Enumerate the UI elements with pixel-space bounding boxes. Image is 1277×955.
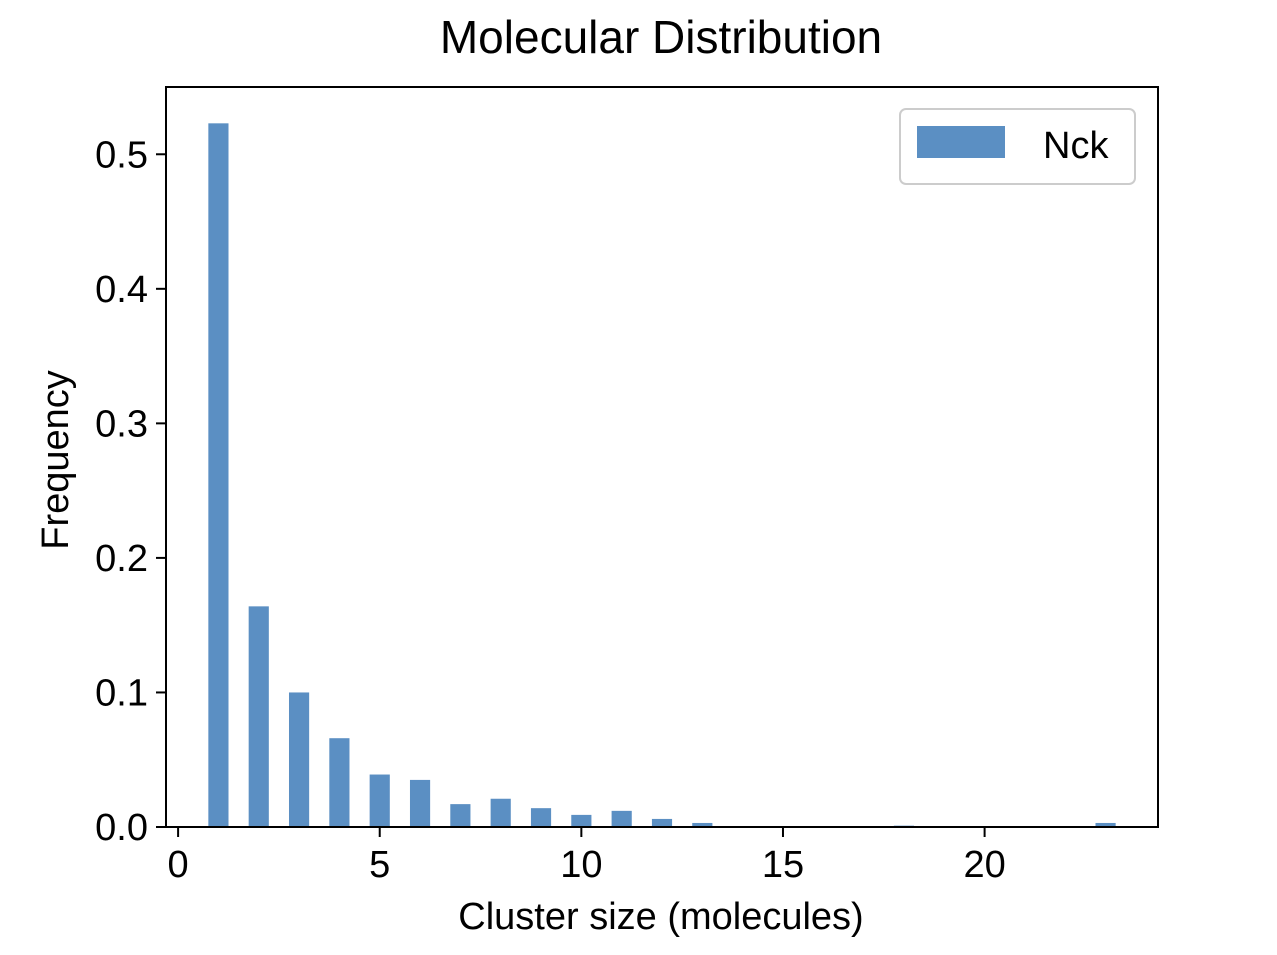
- bar-9: [530, 808, 552, 827]
- bar-11: [611, 810, 632, 827]
- bar-5: [369, 774, 390, 827]
- y-tick-label: 0.2: [95, 538, 148, 580]
- x-axis-ticks: 0 5 10 15 20: [168, 827, 1006, 886]
- x-tick-label: 5: [369, 844, 390, 886]
- legend-label-nck: Nck: [1043, 125, 1109, 167]
- bar-12: [651, 818, 673, 827]
- plot-frame: [165, 86, 1159, 828]
- bar-2: [248, 606, 269, 827]
- bar-10: [571, 814, 592, 827]
- chart-title: Molecular Distribution: [440, 11, 882, 63]
- bar-4: [329, 738, 350, 827]
- legend-swatch-nck: [917, 126, 1005, 158]
- y-tick-label: 0.4: [95, 269, 148, 311]
- x-tick-label: 10: [560, 844, 602, 886]
- y-axis-ticks: 0.0 0.1 0.2 0.3 0.4 0.5: [95, 134, 166, 849]
- bar-1: [208, 123, 229, 827]
- y-tick-label: 0.3: [95, 403, 148, 445]
- bar-23: [1095, 822, 1116, 827]
- legend: Nck: [899, 108, 1136, 185]
- y-tick-label: 0.0: [95, 807, 148, 849]
- bar-series: [208, 123, 1116, 827]
- y-axis-label: Frequency: [35, 370, 77, 550]
- bar-13: [692, 822, 713, 827]
- x-axis-label: Cluster size (molecules): [458, 896, 863, 938]
- bar-3: [288, 692, 310, 827]
- bar-8: [490, 798, 511, 827]
- x-tick-label: 20: [963, 844, 1005, 886]
- x-tick-label: 15: [762, 844, 804, 886]
- x-tick-label: 0: [168, 844, 189, 886]
- bar-7: [450, 804, 471, 827]
- y-tick-label: 0.5: [95, 134, 148, 176]
- y-tick-label: 0.1: [95, 672, 148, 714]
- bar-6: [409, 779, 431, 827]
